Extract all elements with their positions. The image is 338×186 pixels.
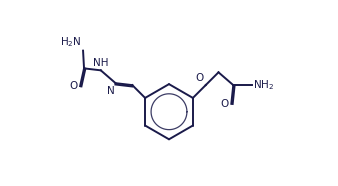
Text: O: O — [220, 99, 228, 109]
Text: NH$_2$: NH$_2$ — [253, 78, 274, 92]
Text: O: O — [69, 81, 77, 91]
Text: NH: NH — [93, 58, 108, 68]
Text: O: O — [195, 73, 204, 83]
Text: H$_2$N: H$_2$N — [59, 35, 81, 49]
Text: N: N — [107, 86, 115, 96]
